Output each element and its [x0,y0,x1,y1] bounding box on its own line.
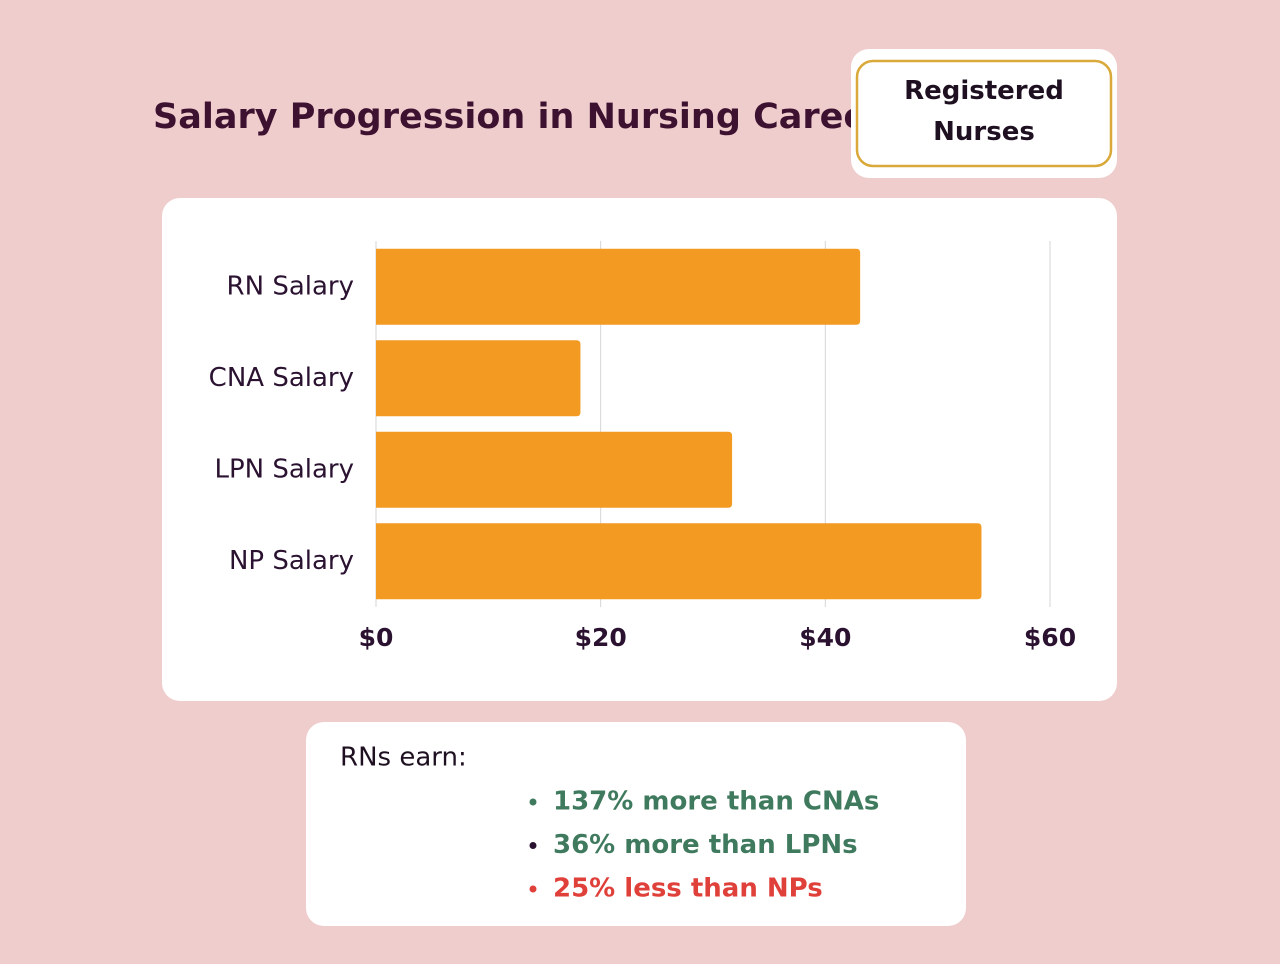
badge-border [855,59,1113,168]
badge-text: Registered Nurses [904,76,1064,147]
note-title: RNs earn: [340,743,467,773]
bar [376,340,581,417]
bar [376,248,861,325]
bar [376,431,733,508]
x-tick-label: $60 [1024,623,1076,652]
note-item: 25% less than NPs [553,874,823,904]
y-tick-label: NP Salary [229,546,354,576]
y-tick-label: RN Salary [227,271,354,301]
x-tick-label: $20 [575,623,627,652]
bullet [529,842,537,849]
y-tick-label: CNA Salary [209,363,354,393]
y-tick-label: LPN Salary [214,454,354,484]
plot: $0 $20 $40 $60 RN Salary CNA Salary LPN Salary… [209,241,1076,652]
x-tick-label: $0 [359,623,394,652]
note-item: 36% more than LPNs [553,830,858,860]
x-tick-label: $40 [799,623,851,652]
chart-title: Salary Progression in Nursing Careers [153,97,905,137]
note-item: 137% more than CNAs [553,787,879,817]
bar [376,523,982,600]
bullet [529,798,537,806]
note-card [306,722,966,926]
bullet [529,885,537,893]
